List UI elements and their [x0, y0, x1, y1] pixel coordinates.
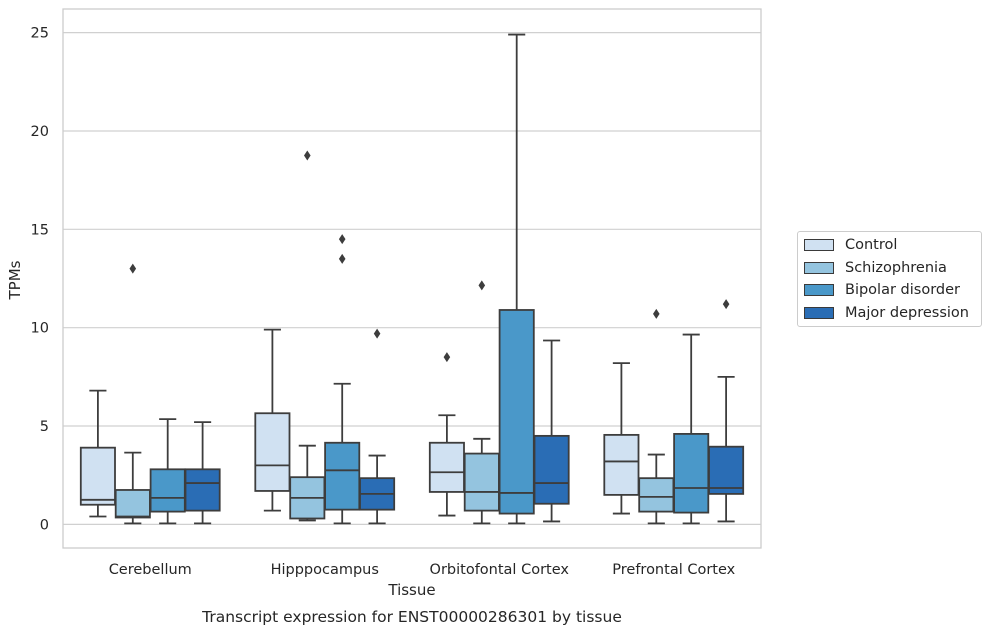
outlier-point: [373, 328, 381, 339]
y-tick-label: 5: [40, 419, 49, 435]
y-axis-label: TPMs: [6, 260, 24, 300]
outlier-point: [443, 352, 451, 363]
y-tick-label: 20: [31, 124, 49, 140]
legend-label: Bipolar disorder: [845, 282, 960, 299]
box-schizophrenia: [114, 263, 151, 525]
box-control: [254, 328, 291, 512]
plot-frame: [62, 8, 762, 549]
box-major-depression: [533, 339, 570, 523]
box-iqr: [114, 489, 151, 519]
box-schizophrenia: [638, 308, 675, 525]
box-control: [79, 389, 116, 518]
x-tick-label: Prefrontal Cortex: [612, 562, 735, 578]
box-iqr: [498, 309, 535, 515]
box-iqr: [463, 452, 500, 512]
box-iqr: [79, 446, 116, 506]
legend-label: Schizophrenia: [845, 259, 947, 276]
legend-label: Control: [845, 237, 898, 254]
y-tick-label: 15: [31, 222, 49, 238]
legend: Control Schizophrenia Bipolar disorder M…: [797, 231, 982, 327]
outlier-point: [129, 263, 137, 274]
x-axis-label: Tissue: [387, 581, 435, 599]
box-bipolar-disorder: [498, 33, 535, 525]
legend-item-schizophrenia: Schizophrenia: [804, 257, 981, 280]
box-iqr: [673, 433, 710, 514]
box-control: [603, 362, 640, 515]
outlier-point: [478, 280, 486, 291]
box-iqr: [533, 434, 570, 505]
grid-lines: [63, 32, 761, 525]
box-control: [428, 352, 465, 517]
y-tick-label: 10: [31, 321, 49, 337]
legend-item-major-depression: Major depression: [804, 302, 981, 325]
box-major-depression: [708, 299, 745, 523]
box-iqr: [149, 468, 186, 513]
outlier-point: [722, 299, 730, 310]
outlier-point: [653, 308, 660, 319]
box-major-depression: [359, 328, 396, 525]
legend-swatch-major-depression: [804, 306, 834, 319]
legend-item-control: Control: [804, 234, 981, 257]
box-iqr: [708, 445, 745, 495]
outlier-point: [338, 253, 346, 264]
box-iqr: [603, 433, 640, 496]
box-bipolar-disorder: [673, 333, 710, 525]
x-axis-ticks: Cerebellum Hipppocampus Orbitofontal Corte…: [109, 562, 736, 578]
x-tick-label: Cerebellum: [109, 562, 192, 578]
box-iqr: [254, 412, 291, 492]
box-iqr: [428, 441, 465, 493]
box-series: [79, 33, 745, 525]
legend-item-bipolar-disorder: Bipolar disorder: [804, 279, 981, 302]
legend-swatch-bipolar-disorder: [804, 284, 834, 297]
x-tick-label: Hipppocampus: [271, 562, 379, 578]
outlier-point: [338, 234, 346, 245]
box-iqr: [638, 477, 675, 513]
box-schizophrenia: [289, 150, 326, 522]
chart-title: Transcript expression for ENST0000028630…: [201, 608, 622, 626]
x-tick-label: Orbitofontal Cortex: [430, 562, 570, 578]
box-bipolar-disorder: [149, 418, 186, 525]
legend-label: Major depression: [845, 304, 969, 321]
y-tick-label: 0: [40, 517, 49, 533]
box-major-depression: [184, 421, 221, 525]
box-schizophrenia: [463, 280, 500, 525]
legend-swatch-schizophrenia: [804, 261, 834, 274]
box-iqr: [324, 441, 361, 511]
y-tick-label: 25: [31, 26, 49, 42]
box-bipolar-disorder: [324, 234, 361, 525]
y-axis-ticks: 0 5 10 15 20 25: [31, 26, 49, 534]
legend-swatch-control: [804, 239, 834, 252]
box-iqr: [184, 468, 221, 512]
outlier-point: [304, 150, 311, 161]
